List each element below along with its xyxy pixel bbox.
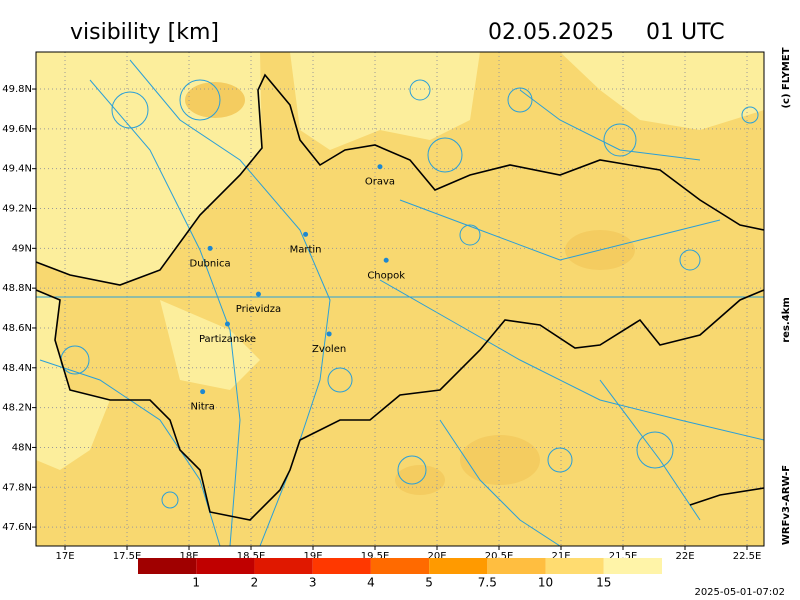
y-tick-label: 47.8N [2,482,32,493]
city-label: Prievidza [236,304,281,315]
x-tick-label: 17E [55,551,74,562]
time: 01 UTC [646,20,725,45]
model: WRFv3-ARW-F [781,465,792,545]
city-dot [303,231,309,237]
y-tick-label: 47.6N [2,522,32,533]
city-dot [383,257,389,263]
city-label: Partizanske [199,334,256,345]
colorbar-swatch [312,558,371,574]
colorbar-swatch [138,558,197,574]
y-tick-label: 48N [12,442,32,453]
colorbar-label: 7.5 [478,576,497,590]
colorbar-label: 3 [309,576,317,590]
colorbar-swatch [254,558,313,574]
city-label: Nitra [190,402,214,413]
axes: 17E 17.5E 18E 18.5E 19E 19.5E 20E 20.5E 21E 21.5E… [2,84,761,562]
y-tick-label: 49N [12,243,32,254]
x-tick-label: 21E [551,551,570,562]
x-tick-label: 18E [179,551,198,562]
x-tick-label: 17.5E [113,551,142,562]
y-tick-label: 49.6N [2,124,32,135]
city-label: Chopok [367,270,405,281]
colorbar-swatch [429,558,488,574]
city-dot [207,245,213,251]
city-dot [326,331,332,337]
x-tick-label: 19.5E [361,551,390,562]
city-dot [224,321,230,327]
resolution: res.4km [781,297,792,343]
colorbar-swatch [545,558,604,574]
city-dot [377,164,383,170]
x-tick-label: 20E [427,551,446,562]
city-label: Zvolen [312,344,346,355]
y-tick-label: 48.8N [2,283,32,294]
city-dot [200,389,206,395]
y-tick-label: 49.8N [2,84,32,95]
timestamp: 2025-05-01-07:02 [694,587,785,598]
colorbar-label: 10 [538,576,553,590]
x-tick-label: 18.5E [237,551,266,562]
city-label: Orava [365,177,395,188]
x-tick-label: 19E [303,551,322,562]
y-tick-label: 48.4N [2,363,32,374]
frame [35,51,765,547]
x-tick-label: 22.5E [733,551,762,562]
colorbar-swatch [487,558,546,574]
map: Orava Martin Dubnica Chopok Prievidza Partiza… [36,52,764,546]
colorbar-swatch [370,558,430,574]
colorbar: 1 2 3 4 5 7.5 10 15 [138,558,662,590]
city-dot [255,291,261,297]
grid [36,52,764,546]
date: 02.05.2025 [488,20,614,45]
x-tick-label: 22E [675,551,694,562]
title: visibility [km] [70,20,219,45]
colorbar-label: 4 [367,576,375,590]
x-tick-label: 20.5E [485,551,514,562]
colorbar-swatch [603,558,662,574]
y-tick-label: 48.2N [2,403,32,414]
y-tick-label: 48.6N [2,323,32,334]
copyright: (c) FLYMET [781,47,792,108]
cities: Orava Martin Dubnica Chopok Prievidza Partiza… [190,164,405,413]
colorbar-label: 1 [192,576,200,590]
colorbar-label: 5 [425,576,433,590]
colorbar-label: 2 [251,576,259,590]
city-label: Dubnica [190,258,231,269]
colorbar-label: 15 [596,576,611,590]
border [36,73,764,521]
y-tick-label: 49.2N [2,204,32,215]
colorbar-swatch [196,558,255,574]
y-tick-label: 49.4N [2,164,32,175]
x-tick-label: 21.5E [609,551,638,562]
city-label: Martin [290,244,322,255]
